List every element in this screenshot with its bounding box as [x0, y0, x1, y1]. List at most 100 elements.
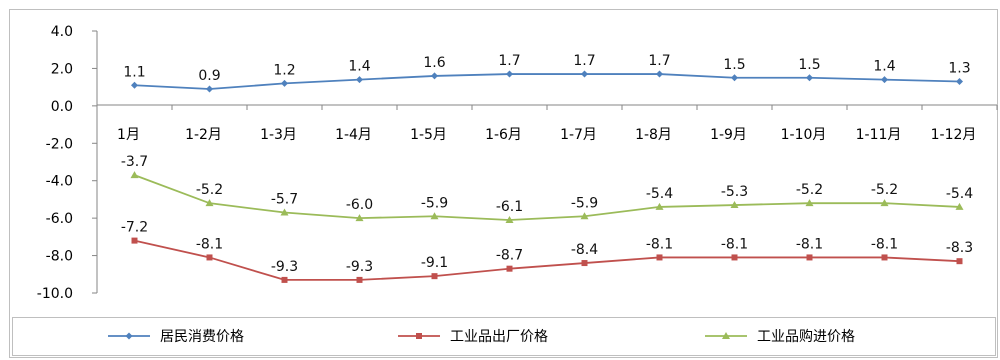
data-label: 1.7 [498, 53, 520, 69]
y-tick-label: -2.0 [46, 136, 73, 152]
data-point [431, 273, 438, 280]
data-point [731, 74, 738, 82]
data-point [131, 81, 138, 89]
data-label: -5.2 [796, 182, 823, 198]
data-label: -7.2 [121, 220, 148, 236]
data-point [730, 201, 739, 209]
data-point [722, 332, 730, 339]
x-tick-label: 1-8月 [635, 127, 672, 143]
data-point [806, 74, 813, 82]
y-tick-label: -4.0 [46, 174, 73, 190]
data-point [205, 199, 214, 207]
series-group [131, 70, 963, 93]
data-label: -5.4 [946, 186, 973, 202]
x-tick-label: 1-3月 [260, 127, 297, 143]
data-point [956, 258, 963, 265]
y-tick-label: -8.0 [46, 249, 73, 265]
data-label: -8.4 [571, 242, 598, 258]
data-label: -9.1 [421, 255, 448, 271]
data-label: -5.9 [571, 195, 598, 211]
y-tick-label: -6.0 [46, 211, 73, 227]
legend: 居民消费价格 工业品出厂价格 工业品购进价格 [12, 317, 996, 356]
data-label: 1.4 [873, 59, 895, 75]
x-tick-label: 1-6月 [485, 127, 522, 143]
data-point [955, 202, 964, 210]
x-tick-label: 1-4月 [335, 127, 372, 143]
data-label: -3.7 [121, 154, 148, 170]
data-label: -6.0 [346, 197, 373, 213]
data-point [506, 70, 513, 78]
data-point [805, 199, 814, 207]
data-point [206, 254, 213, 261]
data-point [206, 85, 213, 93]
data-label: -9.3 [271, 259, 298, 275]
data-label: 1.4 [348, 59, 370, 75]
data-point [356, 276, 363, 283]
data-label: -9.3 [346, 259, 373, 275]
data-label: -5.9 [421, 195, 448, 211]
data-point [416, 333, 422, 339]
legend-label: 居民消费价格 [160, 329, 244, 345]
series-line [134, 174, 960, 221]
data-label: -5.2 [871, 182, 898, 198]
data-point [656, 254, 663, 261]
series-line [134, 239, 960, 281]
data-label: 1.5 [798, 57, 820, 73]
data-point [581, 260, 588, 267]
series-layer [130, 70, 964, 283]
data-label: 1.7 [648, 53, 670, 69]
data-label: 1.6 [423, 55, 445, 71]
data-label: -5.2 [196, 182, 223, 198]
data-point [655, 202, 664, 210]
data-point [505, 216, 514, 224]
x-tick-label: 1-12月 [931, 127, 977, 143]
data-point [431, 72, 438, 80]
data-label: -8.3 [946, 240, 973, 256]
y-tick-label: -10.0 [37, 286, 73, 302]
data-point [281, 276, 288, 283]
data-point [656, 70, 663, 78]
x-tick-label: 1-5月 [410, 127, 447, 143]
legend-box [12, 317, 996, 356]
series-group [131, 237, 963, 283]
x-tick-label: 1-7月 [560, 127, 597, 143]
x-tick-label: 1-11月 [856, 127, 902, 143]
data-label: -8.7 [496, 248, 523, 264]
data-point [881, 254, 888, 261]
data-point [956, 78, 963, 86]
data-label: -8.1 [646, 236, 673, 252]
data-label: -8.1 [796, 236, 823, 252]
data-point [281, 79, 288, 87]
data-point [131, 237, 138, 244]
data-label: 1.7 [573, 53, 595, 69]
data-point [880, 199, 889, 207]
data-label: -5.4 [646, 186, 673, 202]
x-tick-label: 1-9月 [710, 127, 747, 143]
x-tick-label: 1月 [117, 127, 140, 143]
data-point [580, 212, 589, 220]
data-label: 1.5 [723, 57, 745, 73]
x-tick-label: 1-10月 [781, 127, 827, 143]
y-tick-label: 2.0 [51, 61, 73, 77]
data-label: -8.1 [721, 236, 748, 252]
chart-border [9, 9, 998, 358]
data-point [355, 214, 364, 222]
y-tick-label: 4.0 [51, 24, 73, 40]
data-label: -8.1 [196, 236, 223, 252]
data-point [506, 265, 513, 272]
series-group [130, 171, 964, 224]
data-point [806, 254, 813, 261]
data-label: -8.1 [871, 236, 898, 252]
data-label: 1.2 [273, 62, 295, 78]
data-point [356, 76, 363, 84]
data-labels-layer: 1.1 0.9 1.2 1.4 1.6 1.7 1.7 1.7 1.5 1.5 1.4 1.3 -7.2… [121, 53, 973, 275]
legend-label: 工业品购进价格 [757, 329, 855, 345]
data-point [280, 208, 289, 216]
data-point [130, 171, 139, 179]
data-label: -6.1 [496, 199, 523, 215]
y-tick-label: 0.0 [51, 99, 73, 115]
data-label: 1.3 [948, 61, 970, 77]
axes-layer: 4.0 2.0 0.0 -2.0 -4.0 -6.0 -8.0 -10.0 1月 1-2月 1-3月… [9, 9, 998, 358]
data-label: 1.1 [123, 64, 145, 80]
